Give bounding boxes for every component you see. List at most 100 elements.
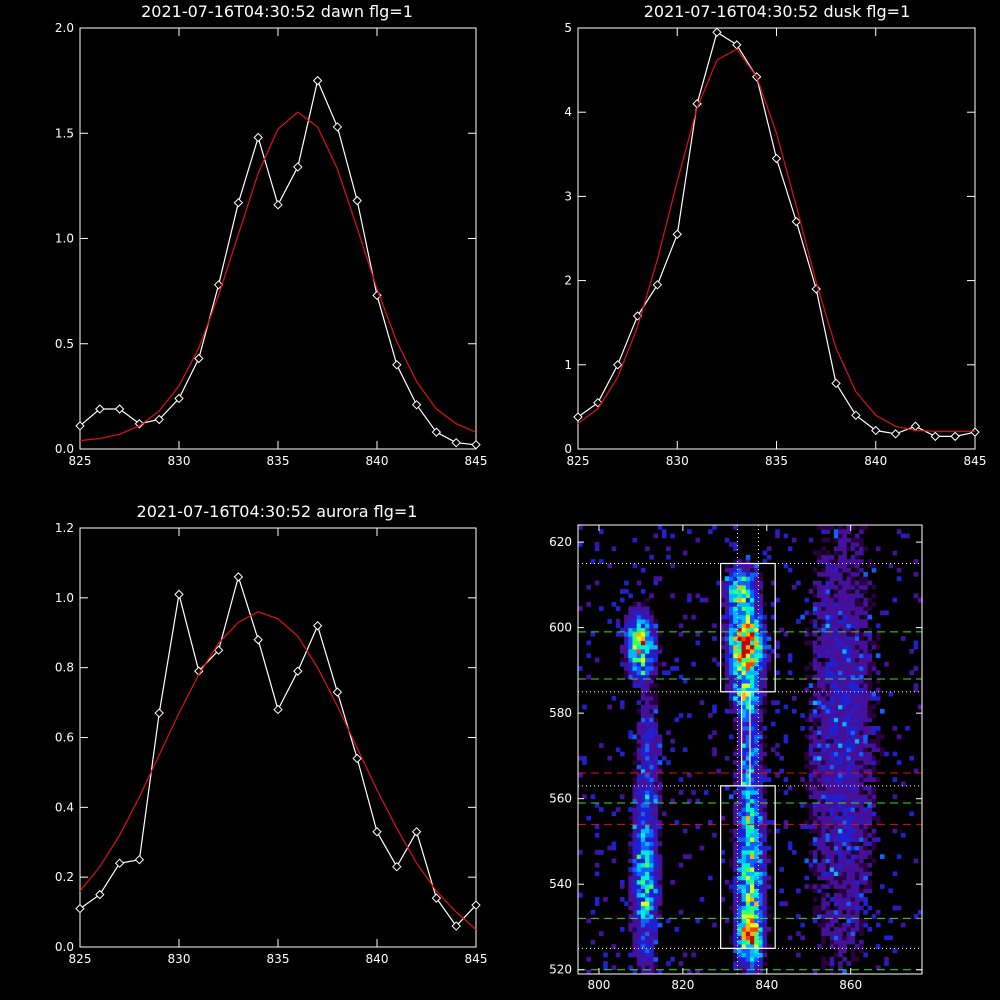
heatmap-cell [867, 798, 873, 804]
heatmap-cell [817, 837, 822, 842]
heatmap-cell [653, 956, 659, 962]
heatmap-cell [750, 649, 755, 654]
heatmap-cell [750, 850, 755, 855]
heatmap-cell [838, 781, 843, 787]
heatmap-cell [636, 820, 642, 825]
heatmap-cell [750, 640, 755, 646]
heatmap-cell [741, 726, 747, 731]
heatmap-cell [850, 546, 856, 552]
heatmap-cell [867, 751, 873, 757]
heatmap-cell [854, 730, 860, 735]
heatmap-cell [817, 751, 822, 757]
heatmap-cell [632, 768, 638, 774]
heatmap-cell [821, 554, 826, 560]
heatmap-cell [842, 666, 847, 671]
heatmap-cell [745, 927, 751, 932]
heatmap-cell [632, 623, 638, 629]
heatmap-cell [737, 726, 742, 731]
heatmap-cell [653, 640, 659, 646]
heatmap-cell [750, 790, 755, 795]
heatmap-cell [884, 610, 889, 616]
heatmap-cell [741, 589, 747, 594]
heatmap-cell [649, 708, 654, 714]
heatmap-cell [850, 781, 856, 787]
heatmap-cell [854, 649, 860, 654]
heatmap-cell [649, 747, 654, 753]
heatmap-cell [833, 768, 839, 774]
heatmap-cell [812, 593, 818, 599]
heatmap-cell [745, 696, 751, 701]
heatmap-cell [632, 807, 638, 812]
heatmap-cell [758, 892, 763, 898]
heatmap-cell [737, 897, 742, 902]
heatmap-cell [875, 636, 881, 641]
heatmap-cell [829, 721, 835, 727]
heatmap-cell [724, 537, 730, 543]
heatmap-cell [850, 803, 856, 808]
heatmap-cell [745, 884, 751, 889]
heatmap-cell [829, 850, 835, 855]
heatmap-cell [913, 914, 919, 919]
heatmap-cell [825, 584, 831, 590]
heatmap-cell [821, 734, 826, 740]
heatmap-cell [754, 948, 759, 953]
heatmap-cell [750, 576, 755, 581]
heatmap-cell [620, 597, 625, 603]
heatmap-cell [859, 781, 864, 787]
heatmap-cell [758, 794, 763, 800]
heatmap-cell [875, 944, 881, 949]
heatmap-cell [745, 952, 751, 958]
heatmap-cell [737, 747, 742, 753]
heatmap-cell [653, 905, 659, 911]
heatmap-cell [846, 790, 852, 795]
heatmap-cell [733, 602, 738, 607]
heatmap-cell [892, 871, 898, 877]
heatmap-cell [821, 751, 826, 757]
heatmap-cell [737, 914, 742, 919]
heatmap-cell [850, 785, 856, 791]
heatmap-cell [854, 610, 860, 616]
heatmap-cell [838, 961, 843, 966]
heatmap-cell [712, 708, 717, 714]
heatmap-cell [846, 597, 852, 603]
heatmap-cell [846, 909, 852, 915]
heatmap-cell [750, 610, 755, 616]
heatmap-cell [632, 815, 638, 821]
heatmap-cell [628, 610, 633, 616]
heatmap-cell [750, 589, 755, 594]
heatmap-cell [871, 760, 877, 765]
heatmap-cell [628, 636, 633, 641]
heatmap-cell [875, 734, 881, 740]
heatmap-cell [817, 777, 822, 782]
heatmap-cell [758, 649, 763, 654]
heatmap-cell [854, 580, 860, 586]
heatmap-cell [649, 610, 654, 616]
heatmap-cell [745, 674, 751, 680]
heatmap-cell [737, 811, 742, 817]
heatmap-cell [733, 768, 738, 774]
heatmap-cell [636, 845, 642, 851]
heatmap-cell [750, 879, 755, 885]
heatmap-cell [691, 952, 696, 958]
data-point-marker [871, 425, 881, 436]
heatmap-cell [838, 572, 843, 577]
heatmap-cell [854, 559, 860, 564]
heatmap-cell [829, 781, 835, 787]
heatmap-cell [762, 884, 768, 889]
heatmap-cell [687, 713, 692, 718]
heatmap-cell [863, 922, 868, 928]
heatmap-cell [741, 854, 747, 859]
heatmap-cell [808, 683, 814, 688]
heatmap-cell [842, 948, 847, 953]
heatmap-cell [737, 721, 742, 727]
heatmap-cell [863, 785, 868, 791]
heatmap-cell [817, 914, 822, 919]
heatmap-cell [645, 944, 650, 949]
heatmap-cell [653, 858, 659, 864]
heatmap-cell [754, 743, 759, 748]
heatmap-cell [720, 627, 726, 633]
y-tick-label: 560 [549, 792, 572, 806]
heatmap-cell [670, 956, 675, 962]
heatmap-cell [871, 644, 877, 650]
heatmap-cell [741, 580, 747, 586]
